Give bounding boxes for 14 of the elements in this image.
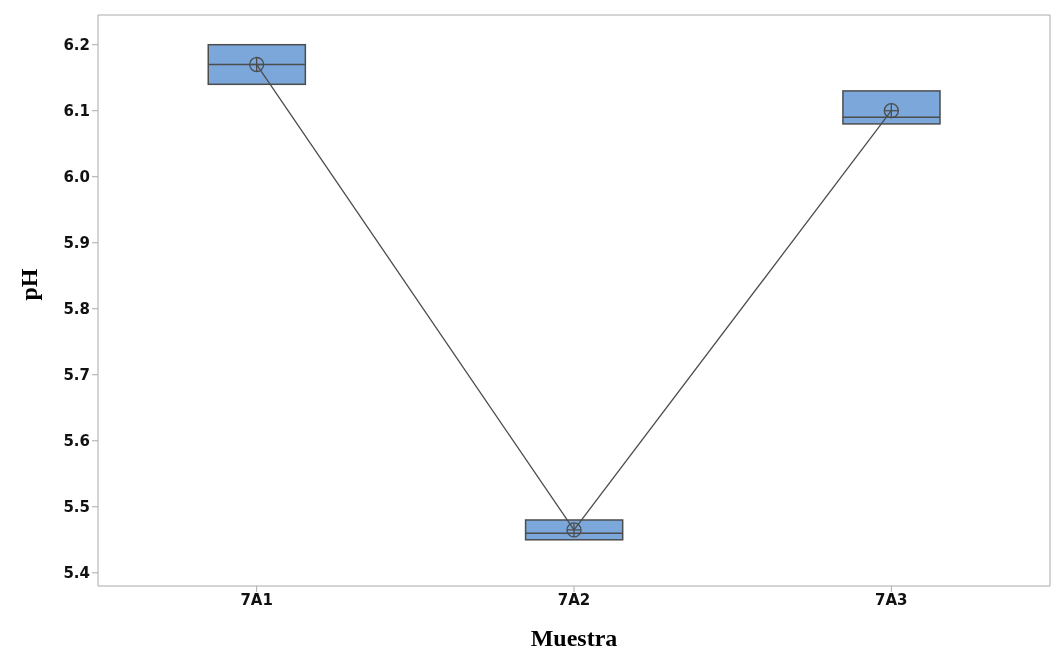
x-axis-title: Muestra: [530, 625, 618, 651]
y-tick-label: 5.8: [63, 300, 90, 319]
y-tick-label: 5.9: [63, 234, 90, 253]
y-axis-title: pH: [15, 268, 42, 301]
y-tick-label: 6.2: [63, 36, 90, 55]
x-tick-label: 7A2: [557, 590, 591, 609]
y-tick-label: 5.5: [63, 498, 90, 517]
y-tick-label: 5.6: [63, 432, 90, 451]
x-tick-label: 7A1: [240, 590, 273, 609]
y-tick-label: 5.4: [63, 564, 90, 583]
y-tick-label: 6.1: [63, 102, 90, 121]
x-tick-label: 7A3: [875, 590, 908, 609]
y-tick-label: 6.0: [63, 168, 90, 187]
y-tick-label: 5.7: [63, 366, 90, 385]
